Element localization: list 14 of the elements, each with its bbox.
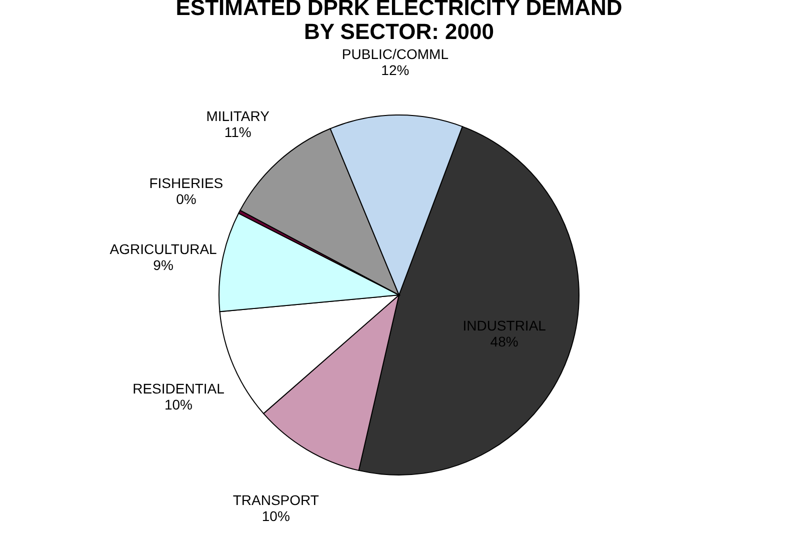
slice-label: TRANSPORT: [232, 492, 320, 508]
slice-label: MILITARY: [206, 108, 270, 124]
data-label: 12%: [381, 62, 410, 78]
slice-label: RESIDENTIAL: [132, 380, 225, 397]
data-label: 9%: [153, 256, 174, 273]
data-label: 10%: [164, 396, 193, 413]
slice-label: PUBLIC/COMML: [342, 46, 449, 62]
text: BY SECTOR: 2000: [304, 19, 494, 44]
data-label: 10%: [262, 508, 290, 524]
text: ESTIMATED DPRK ELECTRICITY DEMAND: [176, 0, 622, 20]
data-label: 0%: [176, 191, 196, 208]
slice-label: FISHERIES: [149, 175, 224, 192]
slice-label: AGRICULTURAL: [110, 240, 218, 257]
data-label: 11%: [224, 124, 252, 140]
